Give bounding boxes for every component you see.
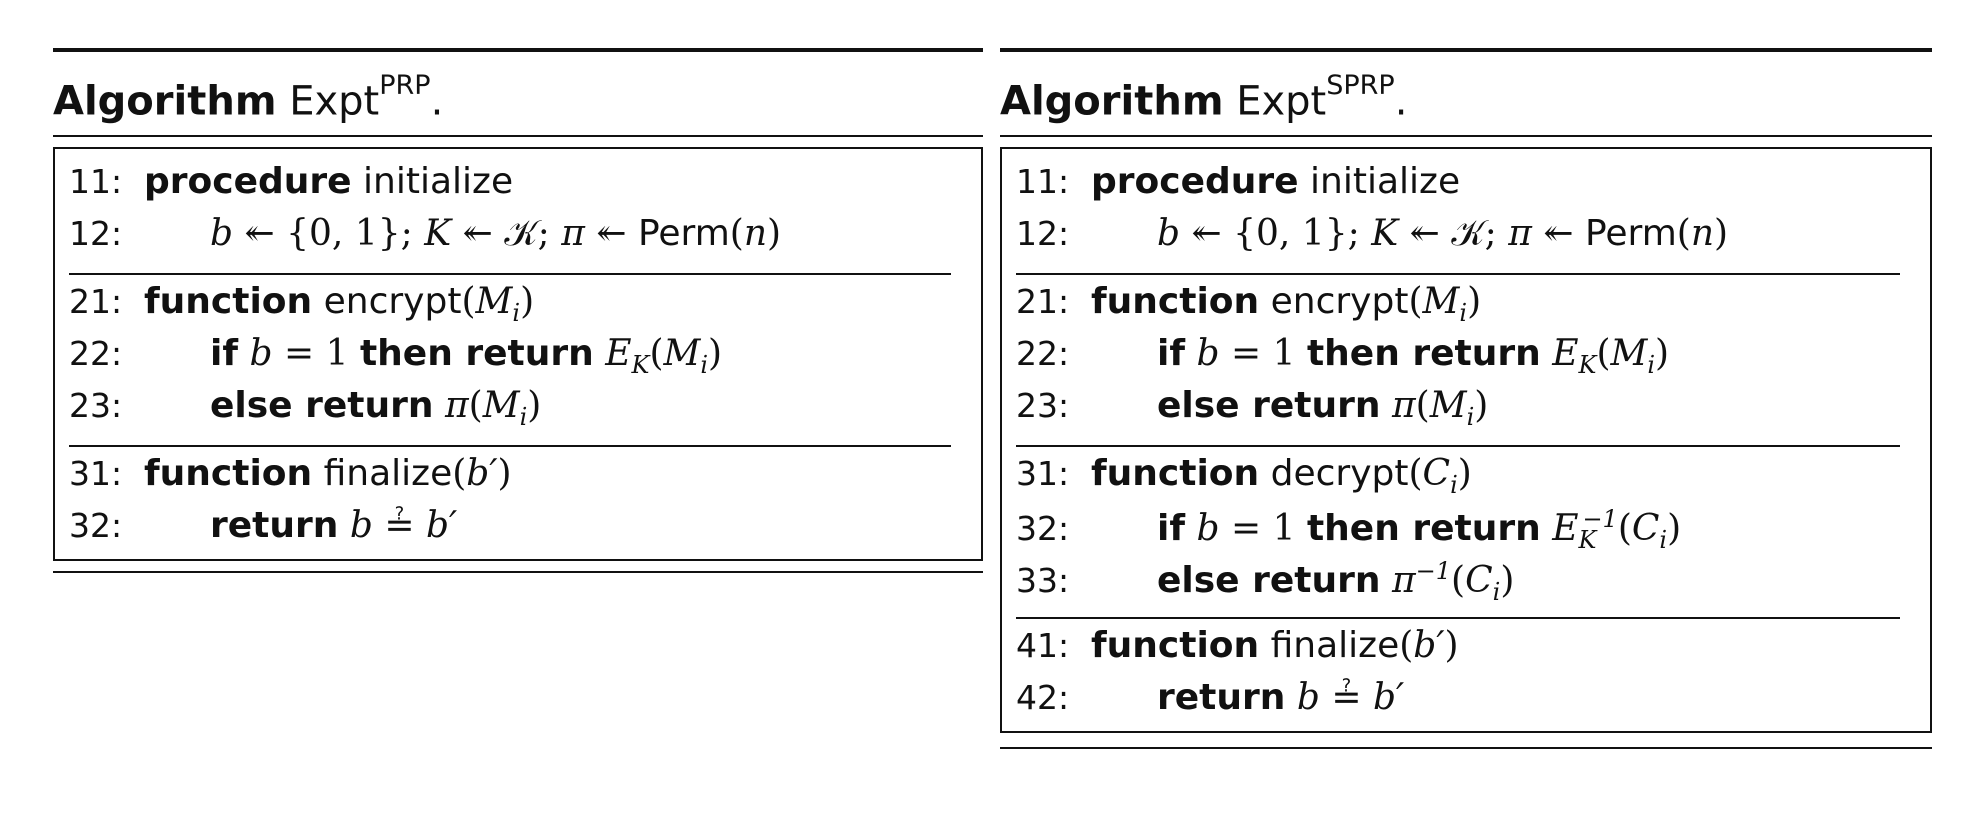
line-number: 23:: [1016, 386, 1070, 426]
code-line: 21: function encrypt(Mi): [1016, 281, 1900, 333]
section-decrypt: 31: function decrypt(Ci) 32: if b = 1 th…: [1016, 447, 1900, 620]
heading-name: Expt: [289, 78, 380, 125]
line-number: 31:: [1016, 454, 1070, 494]
code-line: 31: function decrypt(Ci): [1016, 453, 1900, 505]
line-number: 11:: [69, 162, 123, 202]
line-content: function encrypt(Mi): [144, 281, 535, 328]
code-line: 32: if b = 1 then return EK−1(Ci): [1016, 505, 1900, 557]
line-content: function finalize(b′): [144, 453, 512, 495]
line-number: 31:: [69, 454, 123, 494]
code-line: 23: else return π(Mi): [69, 385, 951, 437]
line-number: 21:: [1016, 282, 1070, 322]
line-number: 21:: [69, 282, 123, 322]
line-content: procedure initialize: [1091, 161, 1461, 203]
top-rule: [1000, 48, 1932, 52]
algorithm-heading: Algorithm ExptSPRP.: [1000, 52, 1932, 138]
bottom-rule: [1000, 747, 1932, 750]
line-content: if b = 1 then return EK−1(Ci): [1157, 505, 1682, 555]
section-encrypt: 21: function encrypt(Mi) 22: if b = 1 th…: [69, 275, 951, 448]
code-line: 22: if b = 1 then return EK(Mi): [1016, 333, 1900, 385]
code-line: 32: return b ≟ b′: [69, 505, 951, 557]
line-number: 11:: [1016, 162, 1070, 202]
line-content: function encrypt(Mi): [1091, 281, 1482, 328]
line-content: else return π−1(Ci): [1157, 557, 1515, 607]
code-line: 42: return b ≟ b′: [1016, 677, 1900, 729]
code-line: 12: b ↞ {0, 1}; K ↞ 𝒦; π ↞ Perm(n): [69, 213, 951, 265]
heading-keyword: Algorithm: [1000, 78, 1224, 125]
line-content: return b ≟ b′: [1157, 677, 1405, 719]
heading-period: .: [1394, 78, 1408, 125]
algorithm-heading: Algorithm ExptPRP.: [53, 52, 983, 138]
section-finalize: 31: function finalize(b′) 32: return b ≟…: [69, 447, 951, 559]
algorithm-expt-prp: Algorithm ExptPRP. 11: procedure initial…: [53, 48, 983, 574]
heading-name: Expt: [1236, 78, 1327, 125]
line-number: 22:: [1016, 334, 1070, 374]
code-line: 21: function encrypt(Mi): [69, 281, 951, 333]
heading-keyword: Algorithm: [53, 78, 277, 125]
line-content: if b = 1 then return EK(Mi): [210, 333, 723, 380]
algorithm-box: 11: procedure initialize 12: b ↞ {0, 1};…: [1000, 147, 1932, 734]
section-finalize: 41: function finalize(b′) 42: return b ≟…: [1016, 619, 1900, 731]
code-line: 41: function finalize(b′): [1016, 625, 1900, 677]
section-initialize: 11: procedure initialize 12: b ↞ {0, 1};…: [69, 155, 951, 276]
line-number: 33:: [1016, 561, 1070, 601]
line-number: 32:: [1016, 509, 1070, 549]
line-content: function decrypt(Ci): [1091, 453, 1472, 500]
line-content: if b = 1 then return EK(Mi): [1157, 333, 1670, 380]
line-content: procedure initialize: [144, 161, 514, 203]
code-line: 23: else return π(Mi): [1016, 385, 1900, 437]
line-number: 22:: [69, 334, 123, 374]
line-content: function finalize(b′): [1091, 625, 1459, 667]
heading-period: .: [430, 78, 444, 125]
algorithm-box: 11: procedure initialize 12: b ↞ {0, 1};…: [53, 147, 983, 562]
heading-superscript: SPRP: [1326, 70, 1395, 101]
code-line: 22: if b = 1 then return EK(Mi): [69, 333, 951, 385]
line-content: else return π(Mi): [1157, 385, 1489, 432]
line-content: b ↞ {0, 1}; K ↞ 𝒦; π ↞ Perm(n): [210, 213, 782, 255]
line-number: 12:: [1016, 214, 1070, 254]
line-content: else return π(Mi): [210, 385, 542, 432]
section-encrypt: 21: function encrypt(Mi) 22: if b = 1 th…: [1016, 275, 1900, 448]
line-number: 41:: [1016, 626, 1070, 666]
code-line: 11: procedure initialize: [69, 161, 951, 213]
top-rule: [53, 48, 983, 52]
line-content: b ↞ {0, 1}; K ↞ 𝒦; π ↞ Perm(n): [1157, 213, 1729, 255]
line-number: 23:: [69, 386, 123, 426]
line-number: 32:: [69, 506, 123, 546]
code-line: 31: function finalize(b′): [69, 453, 951, 505]
bottom-rule: [53, 571, 983, 574]
code-line: 33: else return π−1(Ci): [1016, 557, 1900, 609]
code-line: 12: b ↞ {0, 1}; K ↞ 𝒦; π ↞ Perm(n): [1016, 213, 1900, 265]
line-content: return b ≟ b′: [210, 505, 458, 547]
line-number: 12:: [69, 214, 123, 254]
heading-superscript: PRP: [379, 70, 431, 101]
section-initialize: 11: procedure initialize 12: b ↞ {0, 1};…: [1016, 155, 1900, 276]
code-line: 11: procedure initialize: [1016, 161, 1900, 213]
line-number: 42:: [1016, 678, 1070, 718]
algorithm-expt-sprp: Algorithm ExptSPRP. 11: procedure initia…: [1000, 48, 1932, 750]
